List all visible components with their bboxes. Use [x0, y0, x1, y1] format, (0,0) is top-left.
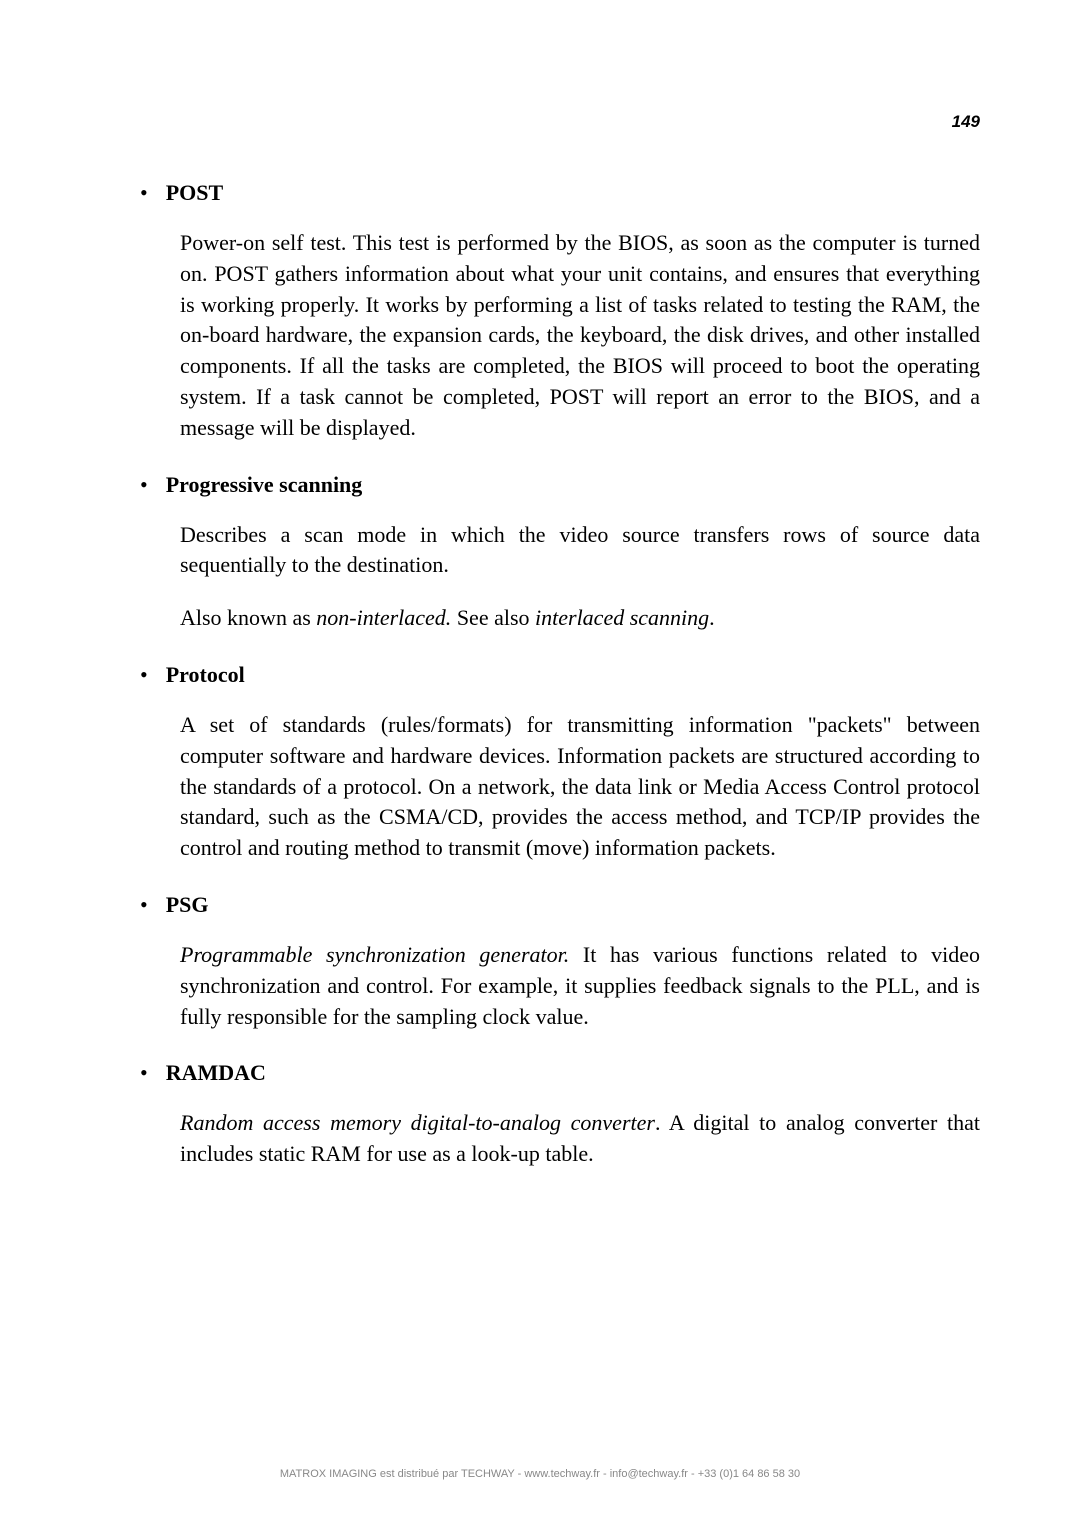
bullet-icon: •	[140, 894, 148, 916]
definition-paragraph: Describes a scan mode in which the video…	[180, 520, 980, 582]
definition-text: Random access memory digital-to-analog c…	[180, 1108, 980, 1170]
footer-text: MATROX IMAGING est distribué par TECHWAY…	[0, 1468, 1080, 1480]
glossary-entry: • Protocol A set of standards (rules/for…	[140, 662, 980, 864]
definition-text: Power-on self test. This test is perform…	[180, 228, 980, 444]
glossary-entry: • POST Power-on self test. This test is …	[140, 180, 980, 444]
definition-paragraph: A set of standards (rules/formats) for t…	[180, 710, 980, 864]
definition-paragraph: Programmable synchronization generator. …	[180, 940, 980, 1032]
definition-paragraph: Random access memory digital-to-analog c…	[180, 1108, 980, 1170]
bullet-icon: •	[140, 474, 148, 496]
glossary-entry: • PSG Programmable synchronization gener…	[140, 892, 980, 1032]
definition-text: A set of standards (rules/formats) for t…	[180, 710, 980, 864]
term-line: • RAMDAC	[140, 1060, 980, 1086]
term-label: Progressive scanning	[166, 472, 363, 498]
glossary-entry: • Progressive scanning Describes a scan …	[140, 472, 980, 634]
term-line: • Protocol	[140, 662, 980, 688]
definition-text: Describes a scan mode in which the video…	[180, 520, 980, 634]
term-line: • PSG	[140, 892, 980, 918]
term-line: • Progressive scanning	[140, 472, 980, 498]
bullet-icon: •	[140, 1062, 148, 1084]
bullet-icon: •	[140, 664, 148, 686]
definition-paragraph: Also known as non-interlaced. See also i…	[180, 603, 980, 634]
glossary-entry: • RAMDAC Random access memory digital-to…	[140, 1060, 980, 1170]
term-label: PSG	[166, 892, 209, 918]
definition-paragraph: Power-on self test. This test is perform…	[180, 228, 980, 444]
definition-text: Programmable synchronization generator. …	[180, 940, 980, 1032]
bullet-icon: •	[140, 182, 148, 204]
term-label: POST	[166, 180, 223, 206]
term-line: • POST	[140, 180, 980, 206]
glossary-content: • POST Power-on self test. This test is …	[140, 180, 980, 1198]
term-label: RAMDAC	[166, 1060, 266, 1086]
page-number: 149	[952, 112, 980, 132]
term-label: Protocol	[166, 662, 245, 688]
